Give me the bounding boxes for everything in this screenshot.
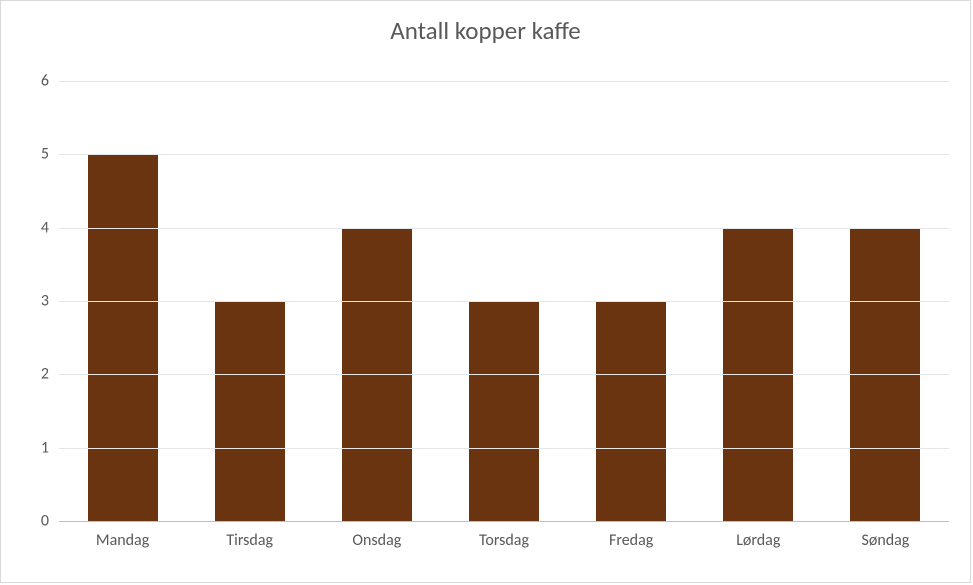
y-tick-label: 6	[41, 72, 49, 91]
y-tick-label: 0	[41, 512, 49, 531]
gridline	[59, 374, 949, 375]
gridline	[59, 81, 949, 82]
bar	[469, 301, 539, 521]
y-tick-label: 5	[41, 145, 49, 164]
bar	[596, 301, 666, 521]
plot-area: 0123456	[59, 81, 949, 521]
y-tick-label: 3	[41, 292, 49, 311]
x-tick-label: Fredag	[609, 531, 653, 550]
x-tick-label: Mandag	[96, 531, 149, 550]
gridline	[59, 228, 949, 229]
gridline	[59, 448, 949, 449]
bar	[88, 154, 158, 521]
gridline	[59, 301, 949, 302]
gridline	[59, 154, 949, 155]
chart-container: Antall kopper kaffe 0123456 MandagTirsda…	[0, 0, 971, 583]
y-tick-label: 1	[41, 438, 49, 457]
y-tick-label: 4	[41, 218, 49, 237]
y-tick-label: 2	[41, 365, 49, 384]
x-tick-label: Tirsdag	[226, 531, 273, 550]
bar	[215, 301, 285, 521]
x-axis-line	[59, 521, 949, 522]
chart-title: Antall kopper kaffe	[1, 15, 970, 46]
x-tick-label: Onsdag	[352, 531, 401, 550]
x-axis-labels: Mandag Tirsdag Onsdag Torsdag Fredag Lørdag Sø…	[59, 531, 949, 561]
x-tick-label: Søndag	[862, 531, 910, 550]
x-tick-label: Torsdag	[479, 531, 529, 550]
x-tick-label: Lørdag	[736, 531, 780, 550]
